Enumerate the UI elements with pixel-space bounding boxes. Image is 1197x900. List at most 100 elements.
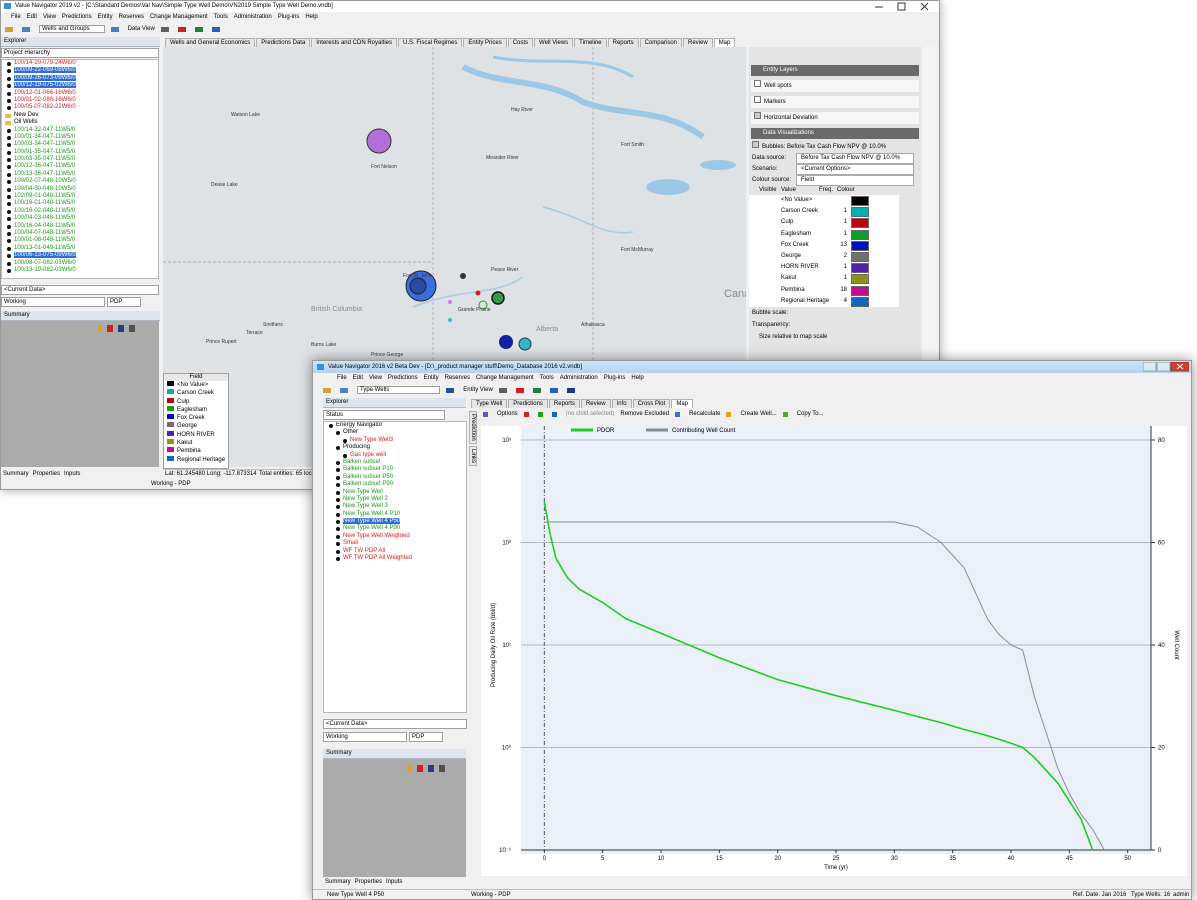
scenario-combo[interactable]: <Current Data>	[323, 719, 467, 729]
child-selector[interactable]: (no child selected)	[565, 411, 615, 417]
menu-item[interactable]: Help	[305, 14, 318, 20]
window-controls[interactable]	[1143, 362, 1189, 372]
tab[interactable]: Well Views	[534, 38, 574, 47]
tree-item[interactable]: 100/12-01-066-16W6/0	[2, 90, 158, 97]
setting-value[interactable]: Before Tax Cash Flow NPV @ 10.0%	[796, 153, 914, 164]
row-colour[interactable]	[851, 252, 869, 263]
tree-item[interactable]: 100/09-26-073-09W6/0	[2, 74, 158, 82]
pdp-combo[interactable]: PDP	[409, 732, 443, 742]
status-combo[interactable]: Status	[323, 410, 445, 420]
tree-item[interactable]: WF TW PDP All	[331, 548, 466, 555]
working-combo[interactable]: Working	[1, 297, 105, 307]
tool-icon[interactable]	[515, 387, 524, 393]
menu-item[interactable]: Help	[631, 375, 644, 381]
remove-excluded-button[interactable]: Remove Excluded	[620, 411, 670, 417]
tool-icon[interactable]	[340, 387, 348, 393]
tab[interactable]: Reports	[548, 399, 580, 408]
tool-icon[interactable]	[498, 387, 507, 393]
size-relative[interactable]: Size relative to map scale	[759, 334, 828, 341]
bubble[interactable]	[448, 318, 452, 322]
checkbox[interactable]	[754, 80, 761, 87]
tree-item[interactable]: 100/03-35-047-11W5/0	[2, 156, 158, 163]
menu-item[interactable]: Entity	[423, 375, 439, 381]
menu-item[interactable]: Edit	[352, 375, 364, 381]
window-controls[interactable]	[871, 2, 937, 11]
menu-item[interactable]: Tools	[539, 375, 554, 381]
checkbox[interactable]	[763, 240, 781, 251]
menu-item[interactable]: Change Management	[475, 375, 534, 381]
bubble[interactable]	[478, 300, 488, 310]
create-well-button[interactable]: Create Well...	[740, 411, 777, 417]
tree-item[interactable]: 100/16-04-048-11W5/0	[2, 223, 158, 230]
tree-item[interactable]: 100/04-30-048-10W5/0	[2, 186, 158, 193]
tree-item[interactable]: New Type Well 3	[331, 503, 466, 510]
tree-item[interactable]: 100/13-36-047-11W5/0	[2, 171, 158, 178]
tree-item[interactable]: Oil Wells	[2, 119, 158, 126]
bubble[interactable]	[366, 128, 392, 154]
tree-item[interactable]: 100/01-34-047-11W5/0	[2, 134, 158, 141]
tool-icon[interactable]	[551, 411, 557, 417]
menu-item[interactable]: View	[369, 375, 382, 381]
tab[interactable]: Reports	[607, 38, 639, 47]
tree-item[interactable]: Balken subset P90	[331, 481, 466, 488]
side-tab[interactable]: Prediction	[469, 411, 477, 444]
row-colour[interactable]	[851, 229, 869, 240]
tree-item[interactable]: 100/16-02-048-11W5/0	[2, 208, 158, 215]
menu-item[interactable]: View	[43, 14, 56, 20]
bubble[interactable]	[499, 335, 513, 349]
setting-value[interactable]: <Current Options>	[796, 164, 914, 175]
menu-item[interactable]: Tools	[213, 14, 228, 20]
checkbox[interactable]	[763, 217, 781, 228]
tree-item[interactable]: Producing	[331, 444, 466, 451]
tab[interactable]: Map	[713, 38, 736, 47]
tool-icon[interactable]	[177, 26, 186, 32]
options-button[interactable]: Options	[497, 411, 518, 417]
layer-option[interactable]: Markers	[751, 96, 919, 108]
bubble[interactable]	[518, 337, 532, 351]
entity-view-button[interactable]: Entity View	[463, 387, 493, 393]
bottom-tab[interactable]: Inputs	[386, 879, 403, 885]
row-colour[interactable]	[851, 274, 869, 285]
tree-item[interactable]: New Type Well Weighted	[331, 533, 466, 540]
menu-item[interactable]: Edit	[26, 14, 38, 20]
tab[interactable]: Review	[683, 38, 713, 47]
tree-item[interactable]: Energy Navigator	[324, 422, 466, 429]
tool-icon[interactable]	[323, 387, 331, 393]
copy-to-button[interactable]: Copy To...	[796, 411, 824, 417]
tree-item[interactable]: Balken subset P50	[331, 474, 466, 481]
tree-item[interactable]: 100/02-07-048-10W5/0	[2, 178, 158, 185]
tool-icon[interactable]	[523, 411, 529, 417]
tool-icon[interactable]	[5, 26, 13, 32]
tree-item[interactable]: New Type Well3	[338, 437, 466, 444]
checkbox[interactable]	[763, 262, 781, 273]
row-colour[interactable]	[851, 240, 869, 251]
tool-icon[interactable]	[537, 411, 543, 417]
tree-item[interactable]: 100/01-08-048-11W5/0	[2, 237, 158, 244]
tree-item[interactable]: 100/01-02-080-16W6/0	[2, 97, 158, 104]
tree-item[interactable]: 100/03-34-047-11W5/0	[2, 141, 158, 148]
menu-item[interactable]: Plug-ins	[277, 14, 300, 20]
tree-item[interactable]: 100/14-20-079-24W6/0	[2, 60, 158, 67]
tree-item[interactable]: 100/09-22-069-08W6/0	[2, 67, 158, 74]
bubble[interactable]	[460, 273, 466, 279]
tool-icon[interactable]	[160, 26, 169, 32]
tool-icon[interactable]	[22, 26, 30, 32]
bottom-tab[interactable]: Inputs	[64, 471, 81, 477]
tab[interactable]: Map	[671, 399, 693, 408]
menu-item[interactable]: Administration	[233, 14, 272, 20]
checkbox[interactable]	[763, 273, 781, 284]
tree-item[interactable]: New Type Well 2	[331, 496, 466, 503]
tab[interactable]: U.S. Fiscal Regimes	[398, 38, 463, 47]
tree-item[interactable]: 100/12-19-075-02W6/0	[2, 82, 158, 89]
data-view-button[interactable]: Data View	[127, 26, 155, 32]
checkbox[interactable]	[763, 229, 781, 240]
tool-icon[interactable]	[194, 26, 203, 32]
tree-item[interactable]: 100/13-01-049-11W5/0	[2, 245, 158, 252]
tree-item[interactable]: 102/09-01-048-11W5/0	[2, 193, 158, 200]
tool-icon[interactable]	[566, 387, 575, 393]
tree-item[interactable]: 100/13-19-082-03W6/0	[2, 267, 158, 274]
tree-item[interactable]: 100/16-01-048-11W5/0	[2, 200, 158, 207]
row-colour[interactable]	[851, 207, 869, 218]
layer-option[interactable]: Well spots	[751, 80, 919, 92]
menu-item[interactable]: Predictions	[61, 14, 92, 20]
